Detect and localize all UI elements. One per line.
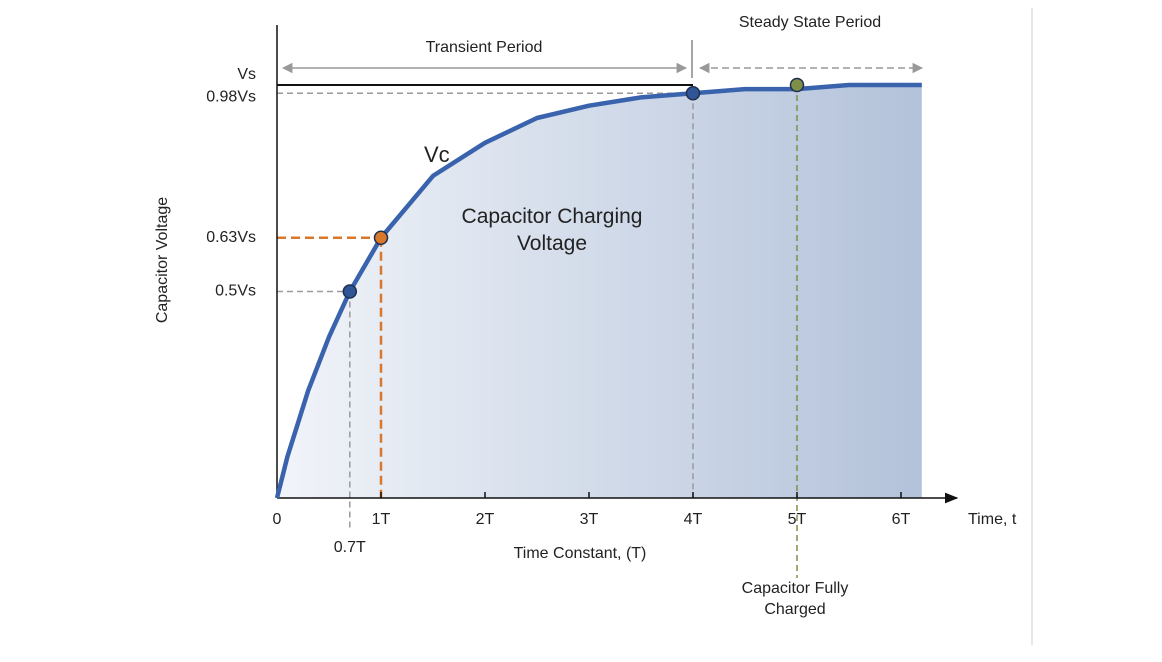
x-tick-label: 5T [788,511,807,528]
fully-charged-label: Capacitor Fully Charged [741,580,849,618]
x-tick-label: 4T [684,511,703,528]
point [342,284,358,299]
curve-label: Vc [424,142,450,167]
area-label: Capacitor Charging Voltage [461,205,643,255]
x-tick-label: 3T [580,511,599,528]
transient-label: Transient Period [426,39,543,56]
x-tick-label: 2T [476,511,495,528]
charge-area [277,85,922,498]
x-tick-label: 0 [273,511,282,528]
point-x-label: 0.7T [334,539,366,556]
point [789,77,805,93]
y-axis-label: Capacitor Voltage [154,197,171,323]
y-tick-label: 0.63Vs [206,229,256,246]
x-axis-label: Time Constant, (T) [514,545,647,562]
y-tick-label: Vs [237,66,256,83]
steady-label: Steady State Period [738,14,882,31]
point [685,86,701,101]
x-tick-label: 1T [372,511,391,528]
x-tick-label: 6T [892,511,911,528]
y-tick-label: 0.98Vs [206,88,256,105]
point [373,230,389,246]
y-tick-label: 0.5Vs [215,283,256,300]
x-axis-end-label: Time, t [968,511,1017,528]
